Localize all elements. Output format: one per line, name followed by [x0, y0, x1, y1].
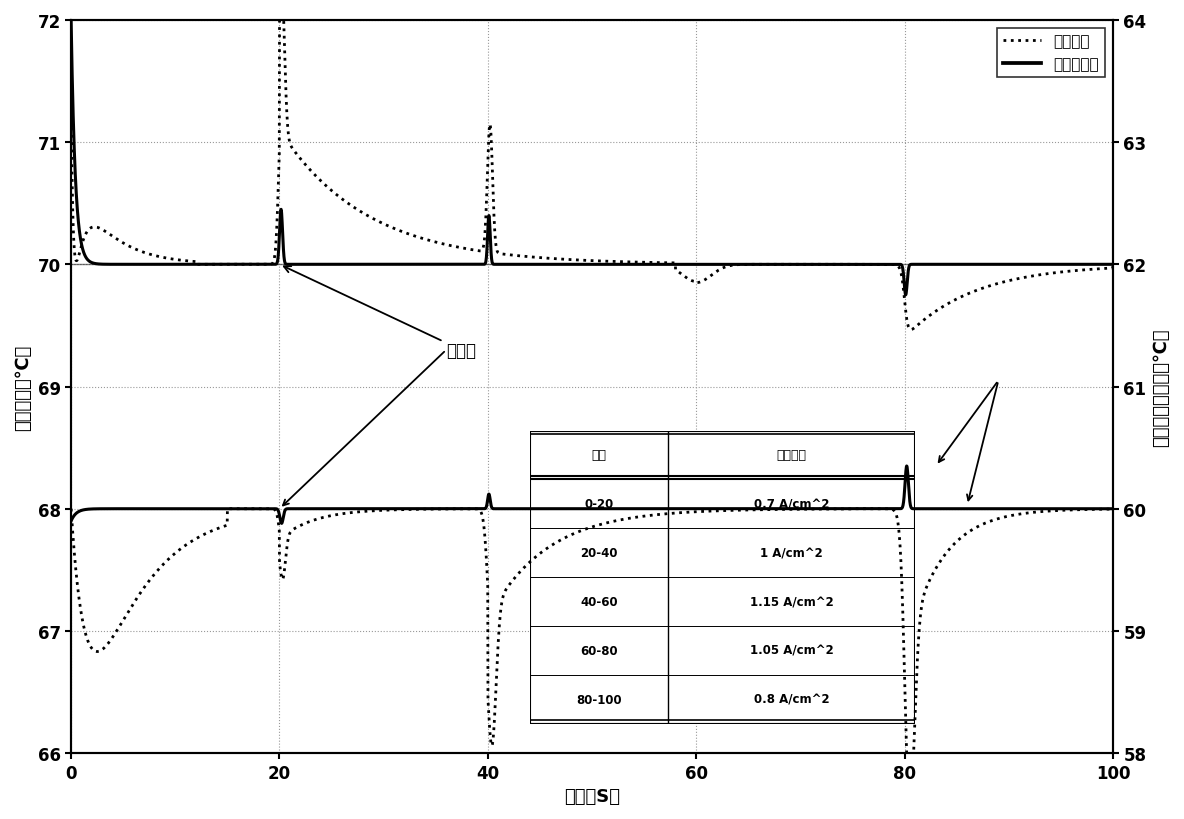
Text: 参考値: 参考値: [284, 267, 476, 360]
Y-axis label: 电堆温度（℃）: 电堆温度（℃）: [14, 344, 32, 430]
Y-axis label: 冷却液入口温度（℃）: 冷却液入口温度（℃）: [1152, 328, 1170, 446]
Legend: 反馈控制, 自适应控制: 反馈控制, 自适应控制: [997, 29, 1106, 79]
X-axis label: 时间（S）: 时间（S）: [564, 787, 620, 805]
